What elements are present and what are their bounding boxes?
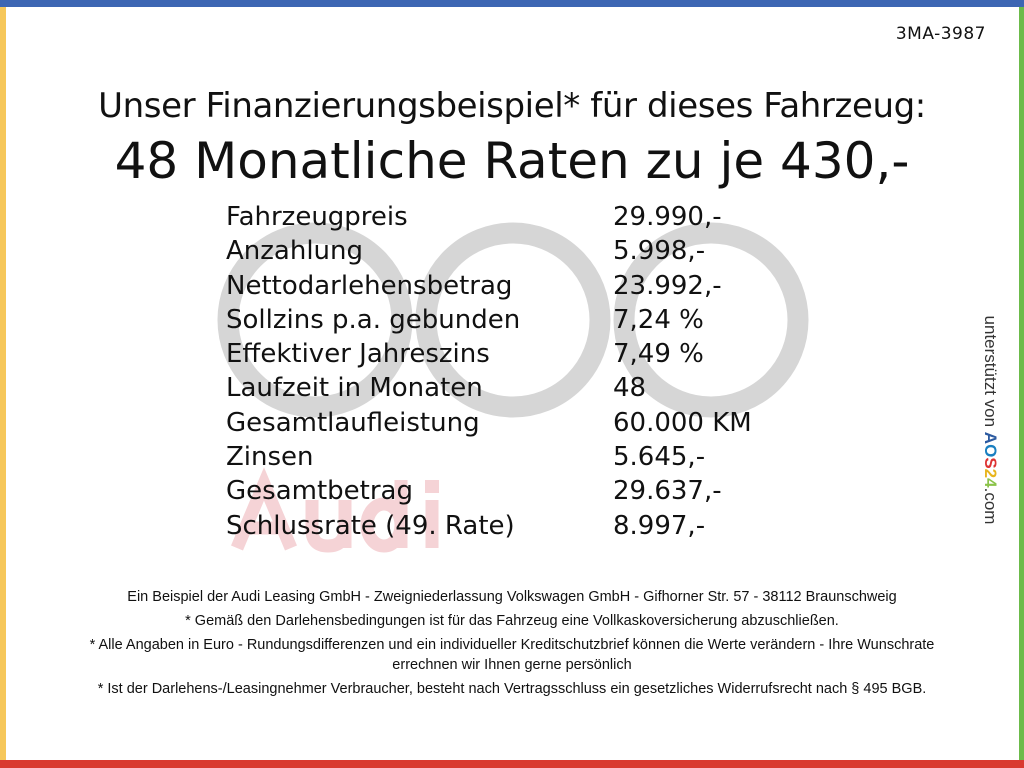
- aos24-logo: AOS24: [981, 431, 1000, 488]
- table-row: Sollzins p.a. gebunden 7,24 %: [226, 303, 752, 337]
- table-row: Zinsen 5.645,-: [226, 440, 752, 474]
- row-label: Zinsen: [226, 442, 314, 473]
- domain-suffix: .com: [981, 487, 1000, 525]
- ring-icon: [415, 222, 611, 418]
- finance-table: Fahrzeugpreis 29.990,- Anzahlung 5.998,- Net…: [226, 200, 752, 543]
- row-value: 5.998,-: [613, 236, 706, 267]
- monthly-rate-text: 48 Monatliche Raten zu je 430,-: [114, 132, 910, 190]
- left-border: [0, 7, 6, 760]
- ring-icon: [613, 222, 809, 418]
- row-label: Effektiver Jahreszins: [226, 339, 490, 370]
- title: Unser Finanzierungsbeispiel* für dieses …: [0, 84, 1024, 128]
- supported-by-aos24: unterstützt von AOS24.com: [980, 316, 1000, 525]
- monthly-rate-headline: 48 Monatliche Raten zu je 430,-: [0, 130, 1024, 192]
- row-label: Gesamtbetrag: [226, 476, 413, 507]
- row-label: Schlussrate (49. Rate): [226, 510, 515, 541]
- footer-note: Ein Beispiel der Audi Leasing GmbH - Zwe…: [127, 589, 897, 605]
- top-border: [0, 0, 1024, 7]
- row-label: Laufzeit in Monaten: [226, 373, 483, 404]
- table-row: Laufzeit in Monaten 48: [226, 371, 752, 405]
- row-value: 48: [613, 373, 647, 404]
- footer-note: * Ist der Darlehens-/Leasingnehmer Verbr…: [97, 681, 927, 697]
- row-value: 60.000 KM: [613, 407, 752, 438]
- table-row: Anzahlung 5.998,-: [226, 234, 752, 268]
- row-value: 5.645,-: [613, 442, 706, 473]
- ring-icon: [217, 222, 413, 418]
- table-row: Fahrzeugpreis 29.990,-: [226, 200, 752, 234]
- row-value: 23.992,-: [613, 270, 722, 301]
- bottom-border: [0, 760, 1024, 768]
- footer-note: * Alle Angaben in Euro - Rundungsdiffere…: [89, 637, 935, 673]
- footer-notes: Ein Beispiel der Audi Leasing GmbH - Zwe…: [60, 587, 964, 703]
- title-text: Unser Finanzierungsbeispiel* für dieses …: [98, 86, 926, 126]
- row-label: Anzahlung: [226, 236, 364, 267]
- row-value: 7,24 %: [613, 304, 704, 335]
- row-label: Nettodarlehensbetrag: [226, 270, 513, 301]
- table-row: Effektiver Jahreszins 7,49 %: [226, 337, 752, 371]
- footer-note: * Gemäß den Darlehensbedingungen ist für…: [185, 613, 839, 629]
- table-row: Schlussrate (49. Rate) 8.997,-: [226, 509, 752, 543]
- row-label: Sollzins p.a. gebunden: [226, 304, 521, 335]
- table-row: Gesamtlaufleistung 60.000 KM: [226, 406, 752, 440]
- table-row: Gesamtbetrag 29.637,-: [226, 474, 752, 508]
- row-label: Fahrzeugpreis: [226, 202, 408, 232]
- audi-wordmark-dot: [425, 480, 439, 493]
- row-value: 29.990,-: [613, 202, 722, 232]
- right-border: [1019, 7, 1024, 760]
- audi-wordmark-icon: [231, 467, 439, 553]
- row-value: 29.637,-: [613, 476, 722, 507]
- row-label: Gesamtlaufleistung: [226, 407, 480, 438]
- supported-by-label: unterstützt von: [981, 315, 1000, 428]
- row-value: 7,49 %: [613, 339, 704, 370]
- table-row: Nettodarlehensbetrag 23.992,-: [226, 269, 752, 303]
- vehicle-code: 3MA-3987: [895, 24, 986, 44]
- row-value: 8.997,-: [613, 510, 706, 541]
